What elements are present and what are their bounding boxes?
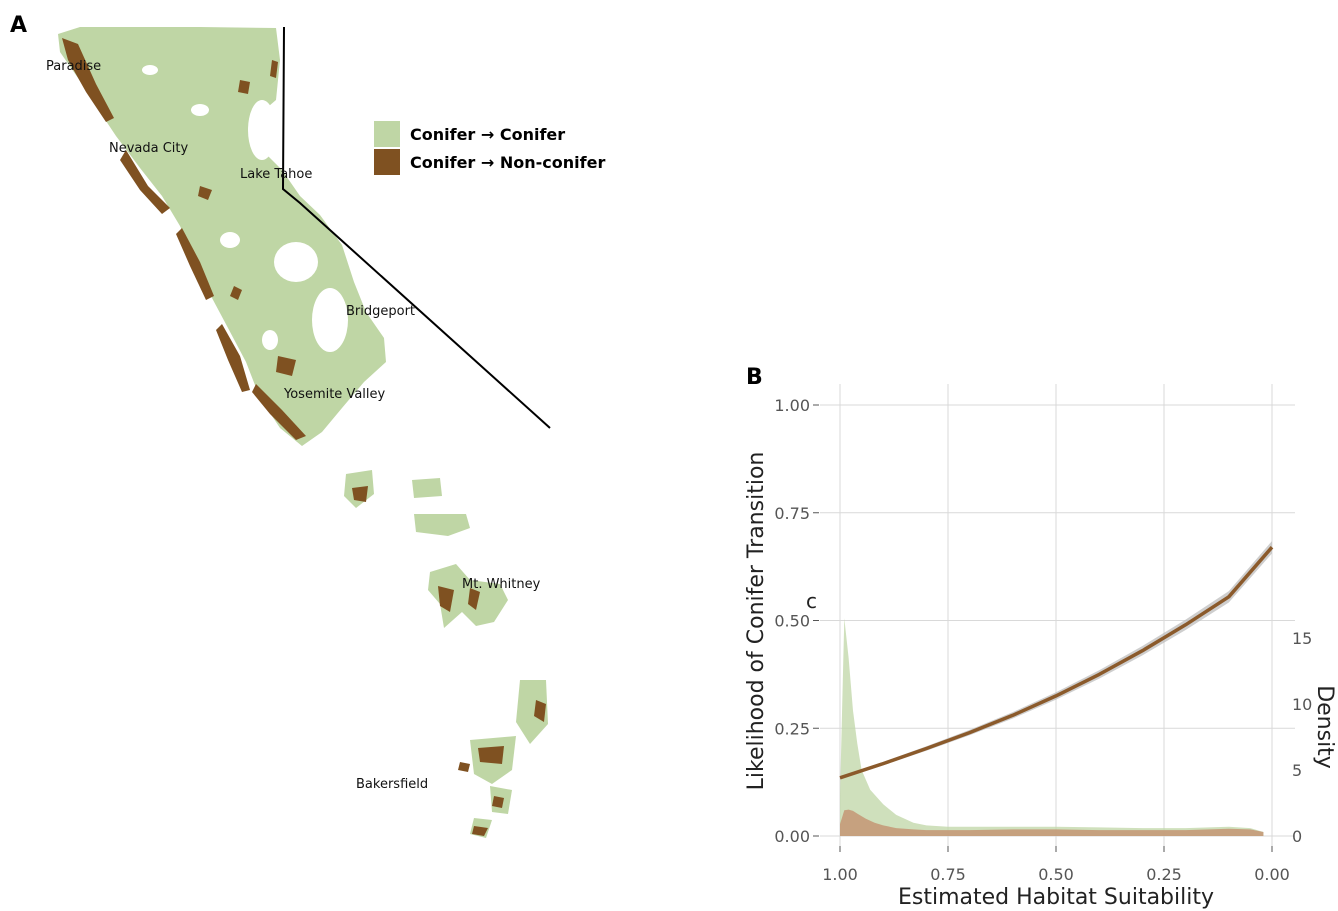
y2-tick-label: 10 [1292, 695, 1312, 714]
y2-tick-label: 15 [1292, 629, 1312, 648]
x-axis-title: Estimated Habitat Suitability [898, 885, 1214, 910]
density-areas [840, 618, 1264, 836]
y-tick-label: 0.75 [774, 504, 810, 523]
y-tick-label: 0.50 [774, 612, 810, 631]
likelihood-line [839, 546, 1274, 780]
x-tick-label: 0.75 [930, 865, 966, 884]
place-label-yosemite-valley: Yosemite Valley [283, 387, 386, 402]
place-label-nevada-city: Nevada City [109, 141, 189, 156]
conifer-region-south-4 [516, 680, 548, 744]
y2-axis-title: Density [1312, 685, 1337, 769]
y2-axis-ticks: 0 5 10 15 [1292, 629, 1312, 846]
legend-swatch-conifer-non-conifer [374, 149, 400, 175]
conifer-map [58, 26, 551, 838]
place-label-mt-whitney: Mt. Whitney [462, 577, 541, 592]
stray-label: c [806, 589, 817, 613]
panel-a-letter: A [10, 13, 27, 38]
x-tick-label: 0.25 [1146, 865, 1182, 884]
legend-swatch-conifer-conifer [374, 121, 400, 147]
legend-label-conifer-non-conifer: Conifer → Non-conifer [410, 153, 605, 172]
y2-tick-label: 5 [1292, 761, 1302, 780]
legend-label-conifer-conifer: Conifer → Conifer [410, 125, 565, 144]
x-tick-label: 0.00 [1254, 865, 1290, 884]
chart-gridlines [820, 384, 1295, 850]
y-tick-label: 1.00 [774, 396, 810, 415]
x-tick-label: 0.50 [1038, 865, 1074, 884]
conifer-region-whitney [428, 564, 508, 628]
place-label-lake-tahoe: Lake Tahoe [240, 167, 312, 182]
non-conifer-patches [62, 38, 546, 836]
x-tick-label: 1.00 [822, 865, 858, 884]
y2-tick-label: 0 [1292, 827, 1302, 846]
map-legend: Conifer → Conifer Conifer → Non-conifer [374, 121, 605, 175]
conifer-region-south-3 [414, 514, 470, 536]
y-tick-label: 0.25 [774, 719, 810, 738]
density-area-1 [840, 618, 1264, 836]
likelihood-curve [839, 541, 1274, 780]
map-gaps [142, 65, 348, 352]
density-area-2 [840, 809, 1264, 836]
panel-a: A [10, 13, 605, 838]
place-label-paradise: Paradise [46, 59, 101, 74]
y-tick-label: 0.00 [774, 827, 810, 846]
panel-b: B c 1.00 0.75 0.50 0.25 0.00 0.00 0.25 0.50 0.7… [744, 365, 1337, 910]
y-axis-title: Likelihood of Conifer Transition [744, 452, 769, 791]
conifer-region-south-2 [412, 478, 442, 498]
y-axis-ticks: 0.00 0.25 0.50 0.75 1.00 [774, 396, 819, 846]
panel-b-letter: B [746, 365, 763, 390]
place-label-bridgeport: Bridgeport [346, 304, 415, 319]
place-label-bakersfield: Bakersfield [356, 777, 428, 792]
region-boundary-line [281, 26, 551, 429]
x-axis-ticks: 1.00 0.75 0.50 0.25 0.00 [822, 846, 1290, 884]
